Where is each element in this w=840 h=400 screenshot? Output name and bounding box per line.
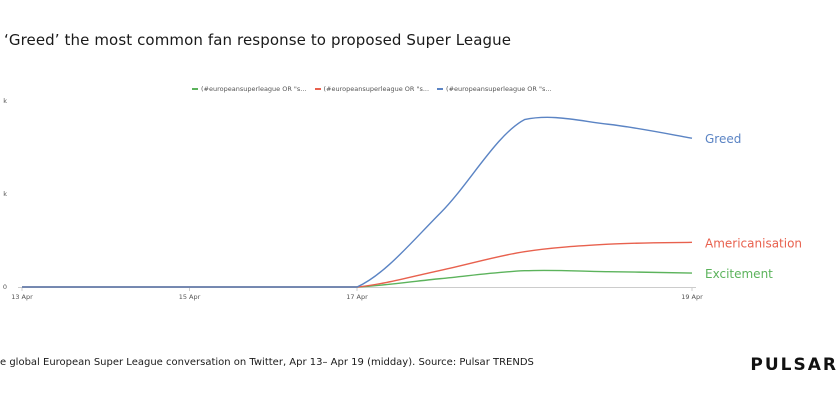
y-tick-label: k	[3, 97, 7, 105]
series-line-greed	[22, 116, 693, 288]
series-line-excitement	[22, 269, 693, 288]
series-label-excitement: Excitement	[705, 267, 773, 281]
x-tick-label: 19 Apr	[681, 293, 703, 301]
legend-item-1[interactable]: (#europeansuperleague OR "s...	[192, 85, 307, 93]
legend-swatch-icon	[437, 88, 444, 90]
series-label-greed: Greed	[705, 132, 741, 146]
y-tick-label: k	[3, 190, 7, 198]
legend-swatch-icon	[192, 88, 198, 90]
legend-item-3[interactable]: (#europeansuperleague OR "s...	[437, 85, 552, 93]
legend-swatch-icon	[314, 88, 321, 90]
series-line-americanisation	[22, 241, 693, 288]
chart-title: ‘Greed’ the most common fan response to …	[4, 31, 512, 49]
y-tick-label: 0	[3, 283, 7, 291]
chart-footer-source: e global European Super League conversat…	[0, 357, 534, 368]
legend-label: (#europeansuperleague OR "s...	[323, 85, 430, 93]
x-tick-label: 17 Apr	[346, 293, 368, 301]
series-label-americanisation: Americanisation	[705, 236, 802, 250]
legend-label: (#europeansuperleague OR "s...	[201, 85, 307, 93]
legend-item-2[interactable]: (#europeansuperleague OR "s...	[314, 85, 430, 93]
pulsar-logo: PULSAR	[750, 355, 838, 375]
legend-label: (#europeansuperleague OR "s...	[446, 85, 552, 93]
chart-legend: (#europeansuperleague OR "s... (#europea…	[192, 85, 552, 93]
x-tick-label: 13 Apr	[11, 293, 33, 301]
x-tick-label: 15 Apr	[179, 293, 201, 301]
